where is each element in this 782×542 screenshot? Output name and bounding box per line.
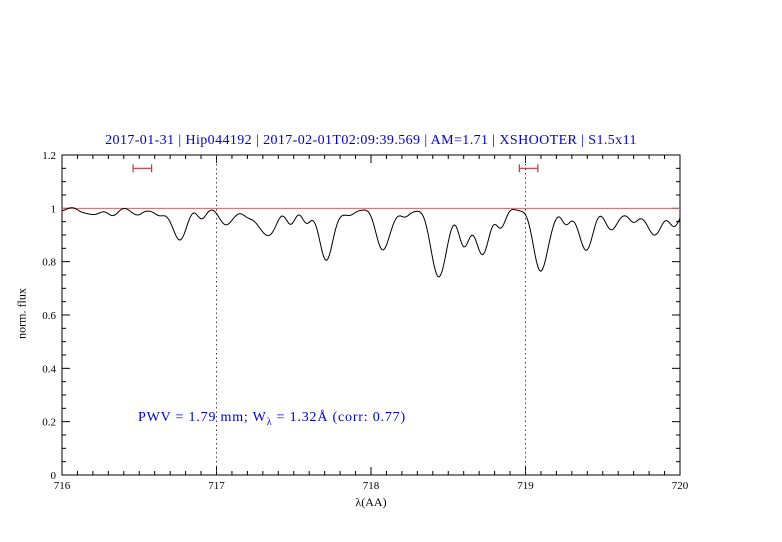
- y-tick-label: 0: [51, 470, 57, 482]
- y-tick-label: 0.4: [42, 363, 56, 375]
- pwv-annotation: PWV = 1.79 mm; Wλ = 1.32Å (corr: 0.77): [138, 410, 406, 428]
- spectrum-curve: [61, 207, 681, 278]
- y-tick-label: 0.8: [42, 257, 56, 269]
- y-tick-label: 0.6: [42, 310, 56, 322]
- plot-title: 2017-01-31 | Hip044192 | 2017-02-01T02:0…: [105, 133, 637, 148]
- pwv-annotation-lambda-subscript: λ: [266, 416, 273, 428]
- y-tick-label: 1: [51, 203, 57, 215]
- pwv-annotation-prefix: PWV = 1.79 mm; W: [138, 410, 267, 425]
- x-tick-label: 718: [363, 480, 380, 492]
- x-tick-label: 720: [672, 480, 689, 492]
- x-tick-label: 719: [517, 480, 534, 492]
- x-tick-label: 716: [54, 480, 71, 492]
- pwv-annotation-suffix: = 1.32Å (corr: 0.77): [272, 410, 406, 425]
- y-tick-label: 1.2: [42, 150, 56, 162]
- y-tick-label: 0.2: [42, 417, 56, 429]
- x-tick-label: 717: [208, 480, 225, 492]
- x-axis-label: λ(AA): [355, 495, 387, 509]
